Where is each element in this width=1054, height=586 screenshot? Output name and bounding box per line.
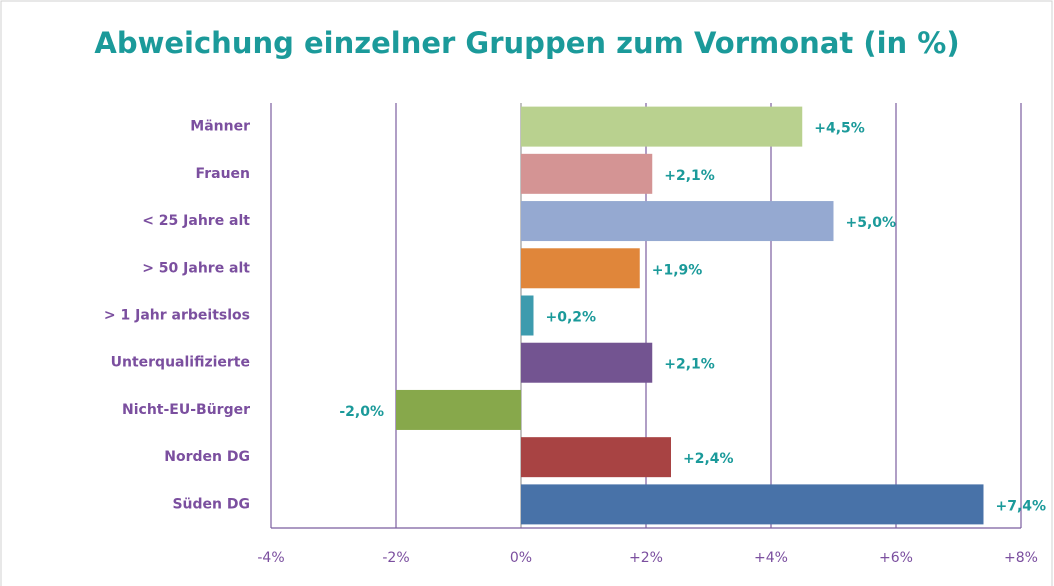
x-tick-label: -4% — [257, 550, 284, 566]
category-label: Norden DG — [164, 449, 250, 465]
category-label: Männer — [190, 119, 250, 135]
bar — [521, 437, 671, 478]
category-label: Unterqualifizierte — [111, 355, 250, 371]
bar — [521, 484, 984, 525]
value-label: +5,0% — [846, 215, 897, 231]
category-label: > 50 Jahre alt — [142, 260, 250, 276]
x-tick-label: +6% — [879, 550, 913, 566]
bar — [521, 153, 653, 194]
value-label: -2,0% — [339, 404, 384, 420]
x-tick-label: +2% — [629, 550, 663, 566]
value-label: +2,1% — [664, 357, 715, 373]
x-tick-label: +8% — [1004, 550, 1038, 566]
bar — [521, 248, 640, 289]
chart-title: Abweichung einzelner Gruppen zum Vormona… — [94, 26, 959, 60]
category-label: Süden DG — [172, 496, 250, 512]
x-tick-label: 0% — [510, 550, 532, 566]
x-tick-label: -2% — [382, 550, 409, 566]
value-label: +2,1% — [664, 168, 715, 184]
bar — [396, 389, 521, 430]
category-label: > 1 Jahr arbeitslos — [104, 308, 250, 324]
category-label: < 25 Jahre alt — [142, 213, 250, 229]
bar — [521, 106, 803, 147]
value-label: +4,5% — [814, 121, 865, 137]
bar — [521, 201, 834, 242]
x-tick-label: +4% — [754, 550, 788, 566]
category-label: Frauen — [196, 166, 250, 182]
category-label: Nicht-EU-Bürger — [122, 402, 250, 418]
value-label: +1,9% — [652, 262, 703, 278]
value-label: +0,2% — [546, 310, 597, 326]
value-label: +7,4% — [996, 498, 1047, 514]
value-label: +2,4% — [683, 451, 734, 467]
bar — [521, 295, 534, 336]
bar — [521, 342, 653, 383]
